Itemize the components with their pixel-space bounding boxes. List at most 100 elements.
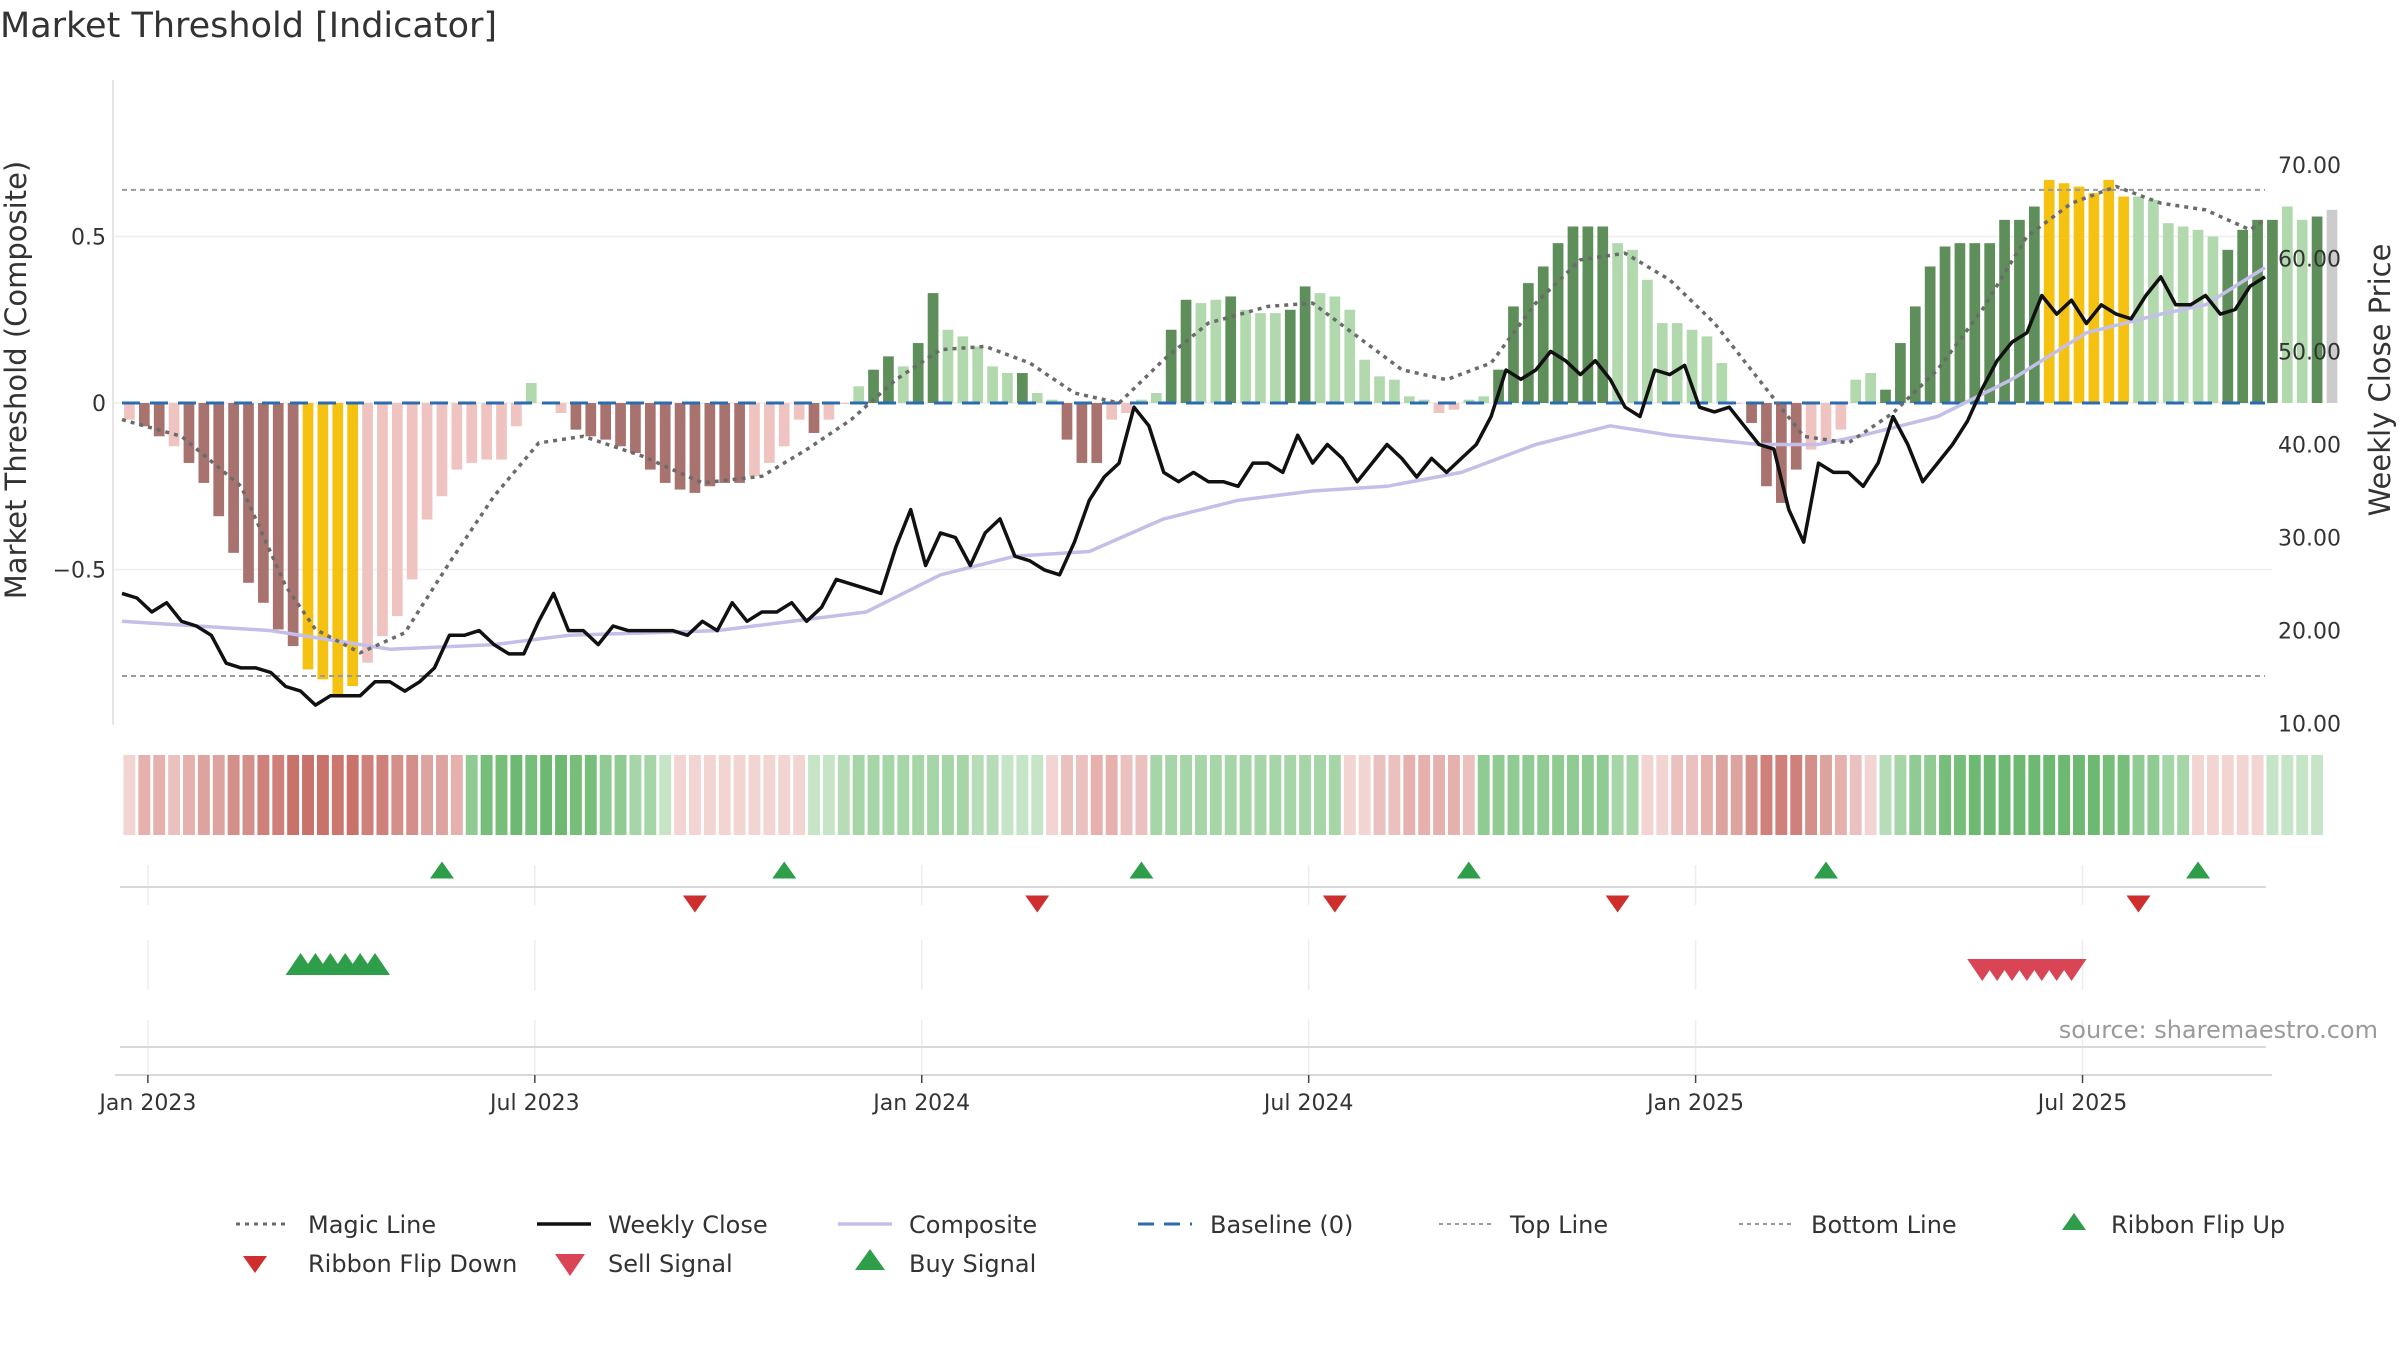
legend-swatch-ribbon-flip-down [243, 1256, 267, 1273]
composite-bar [644, 403, 656, 470]
ribbon-segment [361, 755, 374, 835]
ribbon-flip-up-marker [2186, 861, 2211, 879]
composite-bar [2073, 186, 2085, 403]
composite-bar [942, 329, 954, 403]
legend-item-baseline: Baseline (0) [1138, 1211, 1353, 1239]
composite-bar [2177, 226, 2189, 403]
ribbon-segment [555, 755, 567, 835]
composite-line [121, 266, 2266, 651]
ribbon-segment [302, 755, 314, 835]
composite-bar [2103, 179, 2115, 403]
legend-item-sell-signal: Sell Signal [555, 1250, 733, 1278]
ribbon-segment [1269, 755, 1282, 835]
ribbon-segment [2296, 755, 2309, 835]
composite-bar [198, 403, 210, 483]
composite-bar [1046, 399, 1058, 403]
composite-bar [1612, 243, 1623, 403]
ribbon-segment [674, 755, 687, 835]
composite-bar [1314, 293, 1326, 403]
composite-bar [451, 403, 463, 470]
ribbon-segment [1373, 755, 1386, 835]
composite-bar [1999, 219, 2010, 403]
ribbon-segment [227, 755, 240, 835]
ribbon-segment [2043, 755, 2056, 835]
ribbon-segment [629, 755, 642, 835]
ribbon-segment [2147, 755, 2160, 835]
composite-bar [1865, 373, 1876, 403]
composite-bar [838, 403, 850, 404]
composite-bar [585, 403, 597, 437]
composite-bar [1895, 343, 1906, 403]
ribbon-segment [465, 755, 478, 835]
weekly-close-line [121, 275, 2266, 707]
ribbon-segment [956, 755, 969, 835]
legend-item-weekly-close: Weekly Close [537, 1211, 768, 1239]
ribbon-segment [1522, 755, 1535, 835]
composite-bar [1017, 373, 1028, 403]
composite-bar [1880, 389, 1891, 403]
ribbon-segment [1641, 755, 1654, 835]
ribbon-segment [421, 755, 434, 835]
composite-bar [1552, 243, 1564, 403]
legend-item-buy-signal: Buy Signal [855, 1249, 1036, 1278]
ribbon-segment [822, 755, 835, 835]
composite-bar [124, 403, 135, 420]
buy-signal-marker [359, 953, 390, 975]
composite-bar [1121, 403, 1132, 413]
composite-bars [124, 179, 2338, 697]
composite-bar [168, 403, 180, 447]
y2-axis-label: Weekly Close Price [2363, 244, 2397, 517]
composite-bar [2192, 229, 2204, 403]
ribbon-segment [1462, 755, 1475, 835]
composite-bar [1418, 399, 1430, 403]
ribbon-segment [1447, 755, 1460, 835]
ribbon-segment [763, 755, 776, 835]
source-note: source: sharemaestro.com [2059, 1016, 2378, 1044]
legend-label-ribbon-flip-up: Ribbon Flip Up [2111, 1211, 2285, 1239]
ribbon-segment [1879, 755, 1892, 835]
ribbon-segment [986, 755, 999, 835]
composite-bar [2014, 219, 2025, 403]
ribbon-segment [1001, 755, 1014, 835]
ribbon-segment [257, 755, 270, 835]
composite-bar [853, 386, 865, 403]
y-tick-label: −0.5 [53, 559, 106, 584]
ribbon-segment [1626, 755, 1639, 835]
legend-label-composite: Composite [909, 1211, 1037, 1239]
composite-bar [1716, 363, 1728, 403]
composite-bar [1775, 403, 1787, 503]
composite-bar [2222, 249, 2234, 403]
ribbon-segment [1031, 755, 1044, 835]
ribbon-segment [2102, 755, 2115, 835]
composite-bar [1850, 379, 1862, 403]
ribbon-segment [1581, 755, 1594, 835]
legend-item-ribbon-flip-up: Ribbon Flip Up [2062, 1211, 2285, 1239]
ribbon-segment [599, 755, 612, 835]
composite-bar [2311, 216, 2323, 403]
legend-swatch-buy-signal [855, 1249, 885, 1270]
legend: Magic Line Weekly Close Composite Baseli… [236, 1211, 2285, 1278]
composite-bar [1344, 309, 1356, 403]
ribbon-segment [480, 755, 493, 835]
ribbon-segment [1715, 755, 1728, 835]
ribbon-segment [1745, 755, 1758, 835]
composite-bar [778, 403, 790, 447]
ribbon-segment [1477, 755, 1490, 835]
composite-bar [1656, 323, 1668, 403]
ribbon-segment [123, 755, 136, 835]
composite-bar [2088, 193, 2100, 403]
ribbon-segment [346, 755, 359, 835]
composite-bar [1478, 396, 1490, 403]
ribbon-segment [510, 755, 523, 835]
legend-label-sell-signal: Sell Signal [608, 1250, 733, 1278]
ribbon-segment [897, 755, 910, 835]
ribbon-segment [376, 755, 389, 835]
composite-bar [883, 356, 894, 403]
composite-bar [153, 403, 165, 437]
composite-bar [1433, 403, 1445, 413]
composite-bar [496, 403, 507, 460]
composite-bar [1508, 306, 1519, 403]
composite-bar [302, 403, 314, 670]
ribbon-segment [733, 755, 746, 835]
ribbon-segment [2266, 755, 2279, 835]
